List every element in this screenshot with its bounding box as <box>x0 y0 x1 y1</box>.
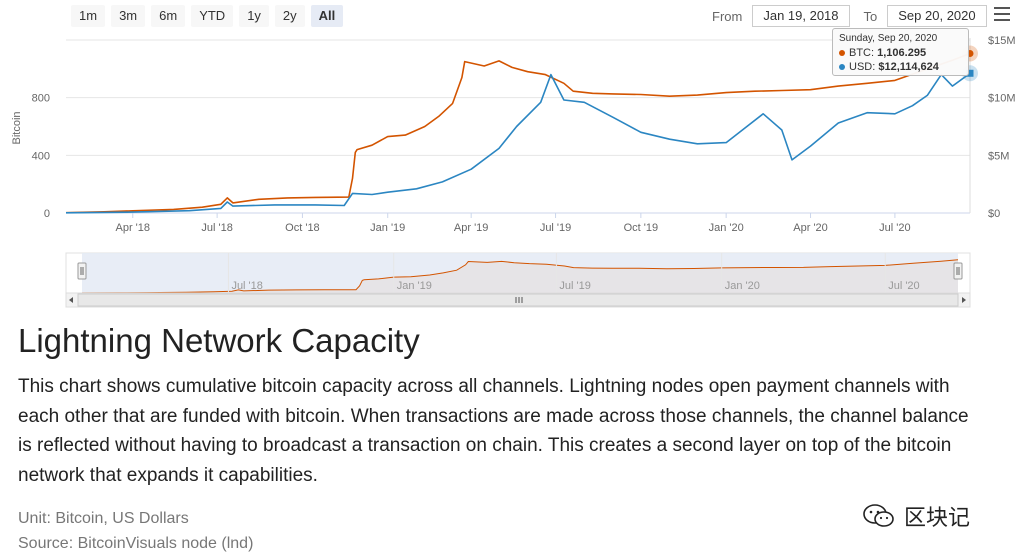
usd-dot-icon <box>839 64 845 71</box>
tooltip-date: Sunday, Sep 20, 2020 <box>839 33 938 44</box>
tooltip-usd-row: USD: $12,114,624 <box>839 60 962 74</box>
navigator-tick-label: Jan '19 <box>397 280 432 292</box>
y-right-tick-label: $15M <box>988 35 1016 47</box>
btc-dot-icon <box>839 50 845 57</box>
y-left-axis-title: Bitcoin <box>11 111 23 144</box>
chart-description: This chart shows cumulative bitcoin capa… <box>18 376 969 486</box>
y-right-tick-label: $5M <box>988 150 1009 162</box>
source-text: Source: BitcoinVisuals node (lnd) <box>18 535 254 552</box>
watermark: 区块记 <box>862 500 970 532</box>
watermark-text: 区块记 <box>904 505 971 530</box>
x-tick-label: Jul '19 <box>540 222 571 234</box>
navigator-line <box>81 259 959 294</box>
x-tick-label: Apr '19 <box>454 222 489 234</box>
tooltip-usd-value: $12,114,624 <box>878 61 939 73</box>
range-button-all[interactable]: All <box>310 5 344 27</box>
series-line-usd <box>65 72 971 214</box>
from-date-input[interactable]: Jan 19, 2018 <box>752 5 850 27</box>
capacity-chart: 0 400 800 Bitcoin $0 $5M $10M $15M Apr '18 Jul … <box>11 35 1016 308</box>
range-button-6m[interactable]: 6m <box>151 5 186 27</box>
x-tick-label: Apr '20 <box>793 222 828 234</box>
y-right-tick-label: $10M <box>988 93 1016 105</box>
range-button-1m[interactable]: 1m <box>71 5 106 27</box>
hamburger-menu-icon[interactable] <box>994 7 1010 25</box>
x-tick-label: Oct '18 <box>285 222 320 234</box>
x-tick-label: Jul '20 <box>879 222 910 234</box>
x-tick-label: Jan '19 <box>370 222 405 234</box>
to-date-input[interactable]: Sep 20, 2020 <box>887 5 987 27</box>
x-tick-label: Apr '18 <box>115 222 150 234</box>
navigator-tick-label: Jan '20 <box>725 280 760 292</box>
scroll-right-arrow-icon[interactable] <box>962 297 966 303</box>
navigator-left-handle[interactable] <box>77 262 87 280</box>
y-axis-left: 0 400 800 Bitcoin <box>11 93 50 220</box>
x-tick-label: Oct '19 <box>624 222 659 234</box>
tooltip-usd-label: USD: <box>849 61 876 73</box>
range-button-1y[interactable]: 1y <box>239 5 269 27</box>
date-range-inputs: From Jan 19, 2018 To Sep 20, 2020 <box>712 5 1001 27</box>
x-axis: Apr '18 Jul '18 Oct '18 Jan '19 Apr '19 Jul '… <box>66 38 971 234</box>
range-button-3m[interactable]: 3m <box>111 5 146 27</box>
usd-marker <box>966 69 974 77</box>
to-label: To <box>863 8 878 24</box>
navigator[interactable]: Jul '18 Jan '19 Jul '19 Jan '20 Jul '20 <box>65 252 971 308</box>
y-right-tick-label: $0 <box>988 208 1000 220</box>
y-axis-right: $0 $5M $10M $15M <box>988 35 1016 220</box>
y-left-tick-label: 400 <box>32 150 50 162</box>
y-left-tick-label: 0 <box>44 208 50 220</box>
chart-tooltip: Sunday, Sep 20, 2020 BTC: 1,106.295 USD:… <box>832 28 969 76</box>
navigator-tick-label: Jul '19 <box>559 280 590 292</box>
from-label: From <box>712 8 743 24</box>
unit-text: Unit: Bitcoin, US Dollars <box>18 510 189 527</box>
page-title: Lightning Network Capacity <box>18 322 420 359</box>
tooltip-btc-value: 1,106.295 <box>877 47 927 59</box>
x-tick-label: Jan '20 <box>709 222 744 234</box>
scroll-left-arrow-icon[interactable] <box>69 297 73 303</box>
navigator-tick-label: Jul '20 <box>888 280 919 292</box>
tooltip-btc-label: BTC: <box>849 47 875 59</box>
wechat-icon <box>863 504 894 527</box>
range-selector: 1m 3m 6m YTD 1y 2y All <box>71 5 344 27</box>
scrollbar-thumb[interactable] <box>77 293 959 307</box>
navigator-tick-label: Jul '18 <box>231 280 262 292</box>
range-button-ytd[interactable]: YTD <box>191 5 234 27</box>
range-button-2y[interactable]: 2y <box>274 5 305 27</box>
y-left-tick-label: 800 <box>32 93 50 105</box>
navigator-right-handle[interactable] <box>953 262 963 280</box>
series-lines <box>65 52 971 214</box>
series-line-btc <box>65 52 971 214</box>
x-tick-label: Jul '18 <box>201 222 232 234</box>
tooltip-btc-row: BTC: 1,106.295 <box>839 46 962 60</box>
